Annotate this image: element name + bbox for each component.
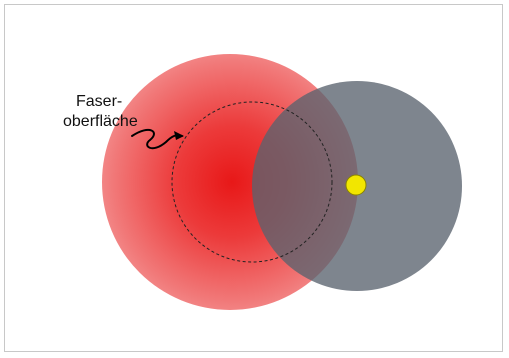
yellow-dot	[345, 174, 367, 196]
label-arrow-line	[131, 128, 183, 150]
label-arrow-head	[174, 131, 184, 140]
label-line-1: Faser-	[76, 93, 122, 110]
fiber-surface-outline	[171, 101, 333, 263]
label-line-2: oberfläche	[63, 113, 138, 130]
